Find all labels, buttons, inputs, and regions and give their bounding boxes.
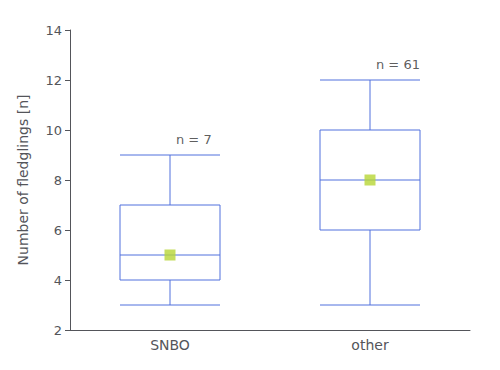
svg-text:Number of fledglings [n]: Number of fledglings [n] xyxy=(15,95,31,266)
svg-text:12: 12 xyxy=(45,73,62,88)
svg-text:8: 8 xyxy=(54,173,62,188)
svg-text:n = 7: n = 7 xyxy=(176,132,212,147)
svg-text:4: 4 xyxy=(54,273,62,288)
svg-text:6: 6 xyxy=(54,223,62,238)
svg-text:other: other xyxy=(351,337,389,353)
svg-text:14: 14 xyxy=(45,23,62,38)
svg-text:SNBO: SNBO xyxy=(150,337,190,353)
svg-text:2: 2 xyxy=(54,323,62,338)
svg-text:n = 61: n = 61 xyxy=(376,57,420,72)
svg-text:10: 10 xyxy=(45,123,62,138)
